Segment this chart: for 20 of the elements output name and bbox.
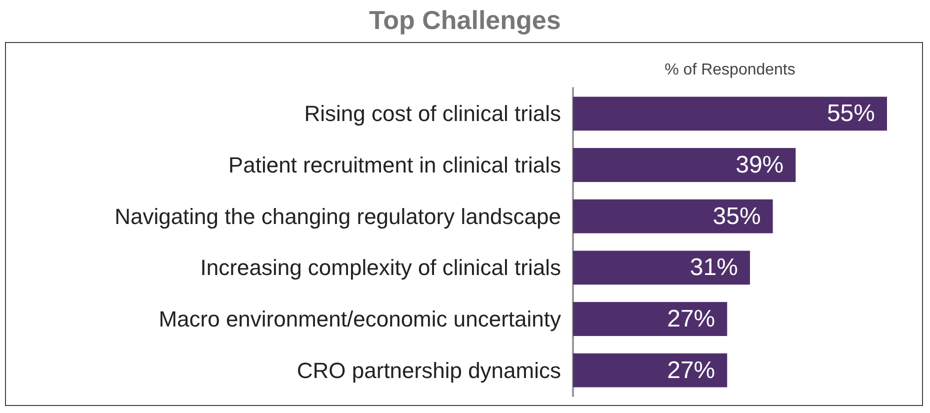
y-tick-label: Macro environment/economic uncertainty [158, 306, 561, 332]
bar [573, 250, 750, 285]
bar [573, 148, 796, 182]
y-tick-label: Rising cost of clinical trials [304, 101, 561, 126]
x-axis-title: % of Respondents [664, 62, 796, 78]
y-tick-label: CRO partnership dynamics [296, 358, 561, 383]
bar [573, 302, 728, 336]
y-tick-label: Navigating the changing regulatory landscape [114, 204, 561, 229]
data-label: 31% [690, 254, 738, 282]
data-label: 27% [667, 306, 716, 332]
chart-title: Top Challenges [369, 5, 561, 35]
y-tick-label: Patient recruitment in clinical trials [228, 152, 561, 178]
data-label: 35% [712, 202, 761, 230]
data-label: 55% [826, 100, 875, 128]
y-tick-label: Increasing complexity of clinical trials [200, 255, 561, 280]
bar [573, 353, 728, 388]
bar [573, 199, 773, 234]
data-label: 39% [736, 152, 784, 178]
bar [573, 96, 887, 131]
data-label: 27% [667, 356, 716, 384]
